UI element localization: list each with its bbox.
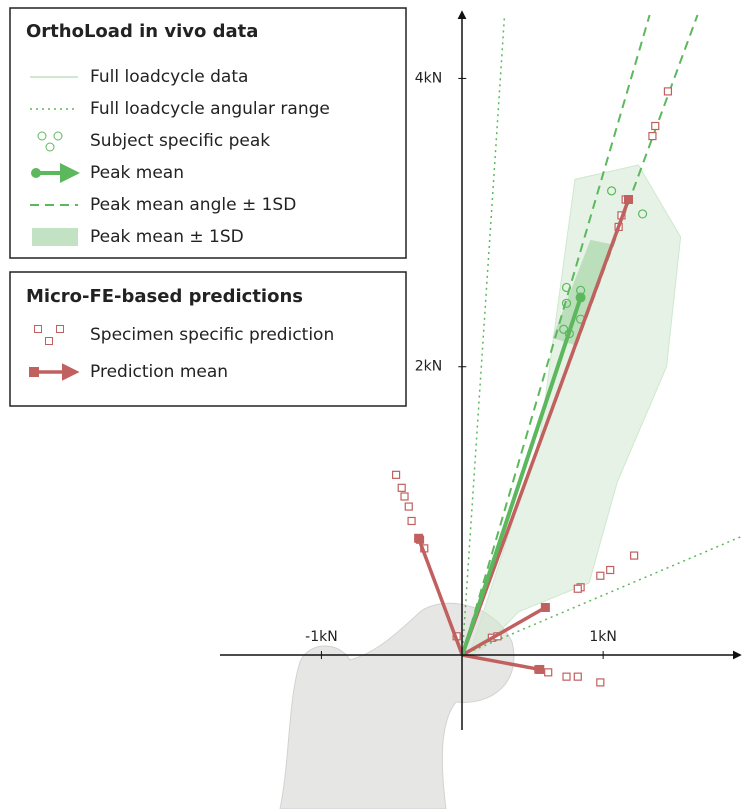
specimen-prediction <box>596 678 605 687</box>
legend-swatch <box>53 131 63 141</box>
prediction-mean <box>461 653 541 672</box>
legend: OrthoLoad in vivo data Full loadcycle dat… <box>26 21 334 382</box>
legend-swatch <box>37 131 47 141</box>
legend-label: Subject specific peak <box>90 131 270 151</box>
legend-swatch <box>45 142 55 152</box>
prediction-mean <box>416 537 464 656</box>
angle-sd <box>461 14 651 656</box>
angular-range <box>461 14 506 656</box>
sd-band <box>552 239 612 346</box>
specimen-prediction <box>391 470 401 479</box>
legend-swatch <box>32 228 78 246</box>
prediction-mean-tip <box>535 664 545 674</box>
prediction-mean-tip <box>414 533 424 543</box>
subject-peak <box>559 324 569 334</box>
subject-peak <box>606 186 617 196</box>
specimen-prediction <box>573 672 582 681</box>
specimen-prediction <box>606 565 615 575</box>
specimen-prediction <box>407 516 416 526</box>
legend-label: Full loadcycle angular range <box>90 99 330 119</box>
legend-box <box>9 7 407 259</box>
legend-swatch <box>56 325 64 333</box>
prediction-mean <box>460 198 631 656</box>
prediction-mean-tip <box>623 195 633 205</box>
specimen-prediction <box>544 668 553 677</box>
legend-swatch <box>29 367 39 377</box>
load-cycle <box>468 164 682 657</box>
subject-peak <box>637 209 648 219</box>
legend-title: Micro-FE-based predictions <box>26 286 303 307</box>
peak-mean <box>460 296 583 656</box>
legend-box <box>9 271 407 407</box>
y-tick-label: 4kN <box>415 70 443 86</box>
subject-peak <box>561 298 572 308</box>
specimen-prediction <box>397 483 406 492</box>
specimen-prediction <box>651 121 660 131</box>
specimen-prediction <box>630 551 639 560</box>
x-tick-label: 1kN <box>589 629 617 645</box>
legend-swatch <box>45 337 53 345</box>
y-tick-label: 2kN <box>415 359 443 375</box>
legend-swatch <box>34 325 42 333</box>
plot-area <box>391 14 744 687</box>
prediction-mean-tip <box>540 602 550 612</box>
legend-label: Specimen specific prediction <box>90 325 334 345</box>
prediction-mean <box>461 605 547 657</box>
legend-label: Peak mean <box>90 163 184 183</box>
peak-mean-tip <box>575 292 586 303</box>
legend-label: Peak mean ± 1SD <box>90 227 244 247</box>
specimen-prediction <box>400 492 409 501</box>
legend-label: Peak mean angle ± 1SD <box>90 195 296 215</box>
legend-title: OrthoLoad in vivo data <box>26 21 258 42</box>
legend-label: Prediction mean <box>90 362 228 382</box>
specimen-prediction <box>573 584 582 593</box>
specimen-prediction <box>562 672 571 681</box>
legend-label: Full loadcycle data <box>90 67 248 87</box>
x-tick-label: -1kN <box>305 629 338 645</box>
legend-swatch <box>31 168 41 178</box>
subject-peak <box>561 282 572 293</box>
specimen-prediction <box>648 131 657 141</box>
specimen-prediction <box>663 87 673 96</box>
specimen-prediction <box>596 571 605 580</box>
specimen-prediction <box>404 502 413 511</box>
